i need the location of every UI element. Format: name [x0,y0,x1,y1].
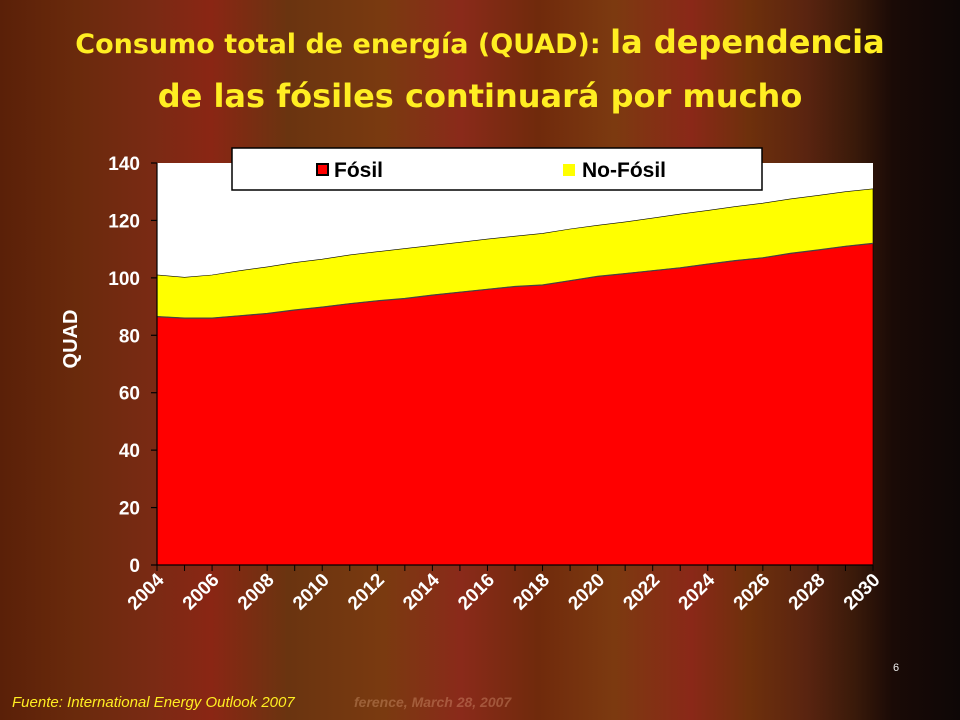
x-tick-label: 2020 [564,570,609,615]
y-tick-label: 0 [129,556,140,577]
x-tick-label: 2022 [619,570,664,615]
y-tick-label: 120 [108,211,140,232]
source-footnote: Fuente: International Energy Outlook 200… [12,694,295,711]
y-axis-label: QUAD [60,310,82,369]
x-tick-label: 2024 [675,569,720,614]
x-tick-label: 2014 [399,569,444,614]
x-tick-label: 2016 [454,570,499,615]
x-tick-label: 2012 [344,570,389,615]
y-tick-label: 20 [119,499,140,520]
y-tick-label: 140 [108,154,140,175]
legend-label-no-fosil: No-Fósil [582,159,666,182]
legend-swatch-no-fosil [563,164,575,176]
slide-title: Consumo total de energía (QUAD): la depe… [30,18,930,126]
x-tick-label: 2018 [509,570,554,615]
title-part-3: de las fósiles continuará por mucho [157,77,803,115]
legend-swatch-fosil [316,163,329,176]
x-tick-label: 2010 [289,570,334,615]
y-tick-label: 40 [119,441,140,462]
y-tick-label: 60 [119,384,140,405]
x-tick-label: 2030 [840,570,885,615]
title-part-1: Consumo total de energía (QUAD): [75,29,611,60]
legend-label-fosil: Fósil [334,159,383,182]
x-tick-label: 2008 [234,570,279,615]
x-tick-label: 2006 [179,570,224,615]
x-tick-label: 2026 [730,570,775,615]
x-tick-label: 2028 [785,570,830,615]
page-number: 6 [893,662,900,674]
footer-ghost-text: ference, March 28, 2007 [354,694,512,710]
title-part-2: la dependencia [610,23,885,61]
fosil-top-edge [156,242,874,319]
legend-box [231,147,763,191]
y-tick-label: 80 [119,326,140,347]
y-tick-label: 100 [108,269,140,290]
